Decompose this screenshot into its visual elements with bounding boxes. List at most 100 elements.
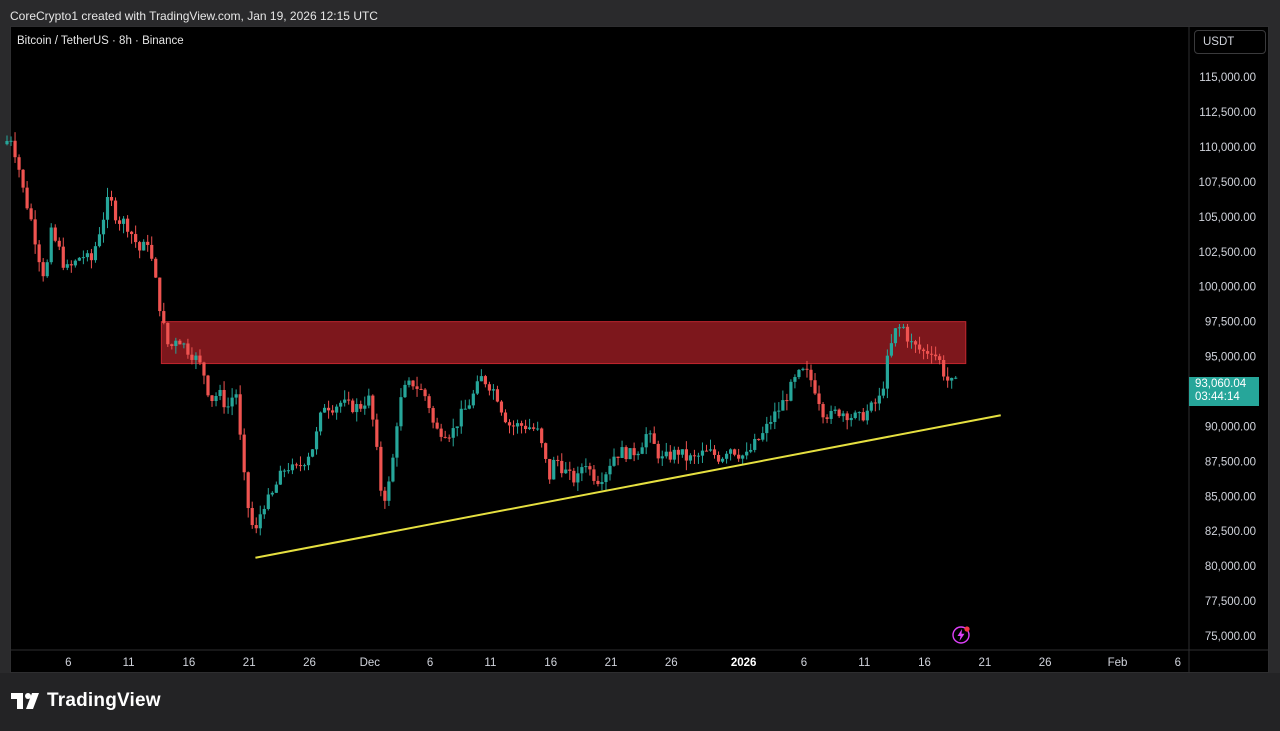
candle-body bbox=[126, 218, 130, 232]
candle-body bbox=[833, 409, 837, 411]
candle-body bbox=[765, 423, 769, 434]
time-tick-label: 6 bbox=[801, 657, 807, 669]
symbol-label[interactable]: Bitcoin / TetherUS · 8h · Binance bbox=[17, 35, 184, 47]
time-tick-label: 6 bbox=[1175, 657, 1181, 669]
candle-body bbox=[262, 508, 266, 515]
price-tick-label: 95,000.00 bbox=[1205, 352, 1256, 364]
candle-body bbox=[158, 277, 162, 312]
time-tick-label: 6 bbox=[427, 657, 433, 669]
candle-body bbox=[849, 417, 853, 421]
brand-name: TradingView bbox=[47, 690, 161, 711]
candle-body bbox=[73, 260, 77, 266]
candle-body bbox=[652, 433, 656, 444]
candle-body bbox=[487, 384, 491, 391]
candle-body bbox=[773, 411, 777, 423]
time-tick-label: Feb bbox=[1108, 657, 1128, 669]
candle-body bbox=[41, 262, 45, 277]
candle-body bbox=[339, 402, 343, 407]
time-tick-label: 11 bbox=[484, 657, 496, 669]
candle-body bbox=[471, 393, 475, 406]
candle-body bbox=[467, 405, 471, 409]
candle-body bbox=[451, 428, 455, 438]
candle-body bbox=[720, 458, 725, 462]
bolt-icon[interactable] bbox=[951, 625, 971, 645]
candle-body bbox=[620, 447, 624, 458]
candle-body bbox=[218, 389, 222, 396]
candle-body bbox=[150, 244, 154, 259]
candle-body bbox=[813, 380, 817, 394]
resistance-zone-layer bbox=[160, 321, 967, 365]
candle-body bbox=[9, 140, 13, 142]
price-tick-label: 112,500.00 bbox=[1199, 107, 1256, 119]
candle-body bbox=[142, 241, 146, 251]
candle-body bbox=[318, 412, 323, 432]
candle-body bbox=[13, 140, 17, 158]
candle-body bbox=[479, 376, 483, 382]
candle-body bbox=[841, 413, 845, 417]
candle-body bbox=[608, 465, 612, 475]
candle-body bbox=[909, 341, 914, 343]
candle-body bbox=[628, 448, 632, 460]
candle-body bbox=[270, 492, 274, 495]
candle-body bbox=[785, 400, 789, 402]
candle-body bbox=[552, 459, 556, 480]
candle-body bbox=[254, 525, 258, 529]
candle-body bbox=[371, 395, 375, 420]
candle-body bbox=[443, 436, 447, 438]
candle-body bbox=[817, 393, 821, 405]
candle-body bbox=[877, 395, 881, 404]
grid-layer bbox=[10, 27, 1268, 672]
candle-body bbox=[459, 408, 463, 427]
candle-body bbox=[117, 220, 122, 224]
candle-body bbox=[17, 157, 21, 170]
candle-body bbox=[138, 242, 142, 251]
candle-body bbox=[347, 399, 351, 401]
price-tick-label: 105,000.00 bbox=[1198, 212, 1256, 224]
candle-body bbox=[837, 409, 841, 417]
candle-body bbox=[226, 406, 230, 408]
candle-body bbox=[483, 376, 487, 385]
time-tick-label: 6 bbox=[65, 657, 71, 669]
candle-body bbox=[873, 402, 877, 404]
candle-body bbox=[515, 423, 520, 427]
time-tick-label: 11 bbox=[858, 657, 870, 669]
price-tick-label: 85,000.00 bbox=[1205, 491, 1256, 503]
candle-body bbox=[363, 405, 367, 409]
candle-body bbox=[258, 514, 262, 529]
candle-body bbox=[113, 200, 118, 221]
candle-body bbox=[359, 404, 363, 409]
price-tick-label: 97,500.00 bbox=[1205, 317, 1256, 329]
candle-body bbox=[230, 397, 234, 407]
tradingview-logo[interactable]: TradingView bbox=[11, 690, 161, 712]
candle-body bbox=[81, 257, 85, 259]
candle-body bbox=[109, 196, 114, 201]
candle-body bbox=[53, 227, 57, 241]
candle-body bbox=[540, 428, 544, 444]
candle-body bbox=[427, 396, 431, 409]
candle-body bbox=[917, 344, 922, 350]
candle-body bbox=[222, 389, 226, 408]
candle-body bbox=[761, 433, 765, 440]
candle-body bbox=[266, 494, 270, 509]
candle-body bbox=[576, 473, 580, 483]
currency-button[interactable]: USDT bbox=[1194, 30, 1266, 54]
candle-body bbox=[274, 484, 278, 493]
candle-body bbox=[640, 447, 644, 454]
candle-body bbox=[343, 399, 347, 403]
candle-body bbox=[499, 401, 504, 413]
candle-body bbox=[21, 169, 25, 188]
candle-body bbox=[57, 240, 61, 247]
candle-body bbox=[548, 458, 552, 480]
candle-body bbox=[89, 253, 94, 261]
time-tick-label: 11 bbox=[123, 657, 135, 669]
candle-body bbox=[692, 455, 697, 457]
price-tick-label: 75,000.00 bbox=[1205, 631, 1256, 643]
candle-body bbox=[781, 400, 785, 411]
candle-body bbox=[314, 431, 319, 450]
candle-body bbox=[174, 340, 178, 347]
candle-body bbox=[250, 508, 254, 526]
candle-body bbox=[242, 434, 246, 473]
candle-body bbox=[829, 410, 833, 419]
candle-body bbox=[624, 447, 628, 460]
